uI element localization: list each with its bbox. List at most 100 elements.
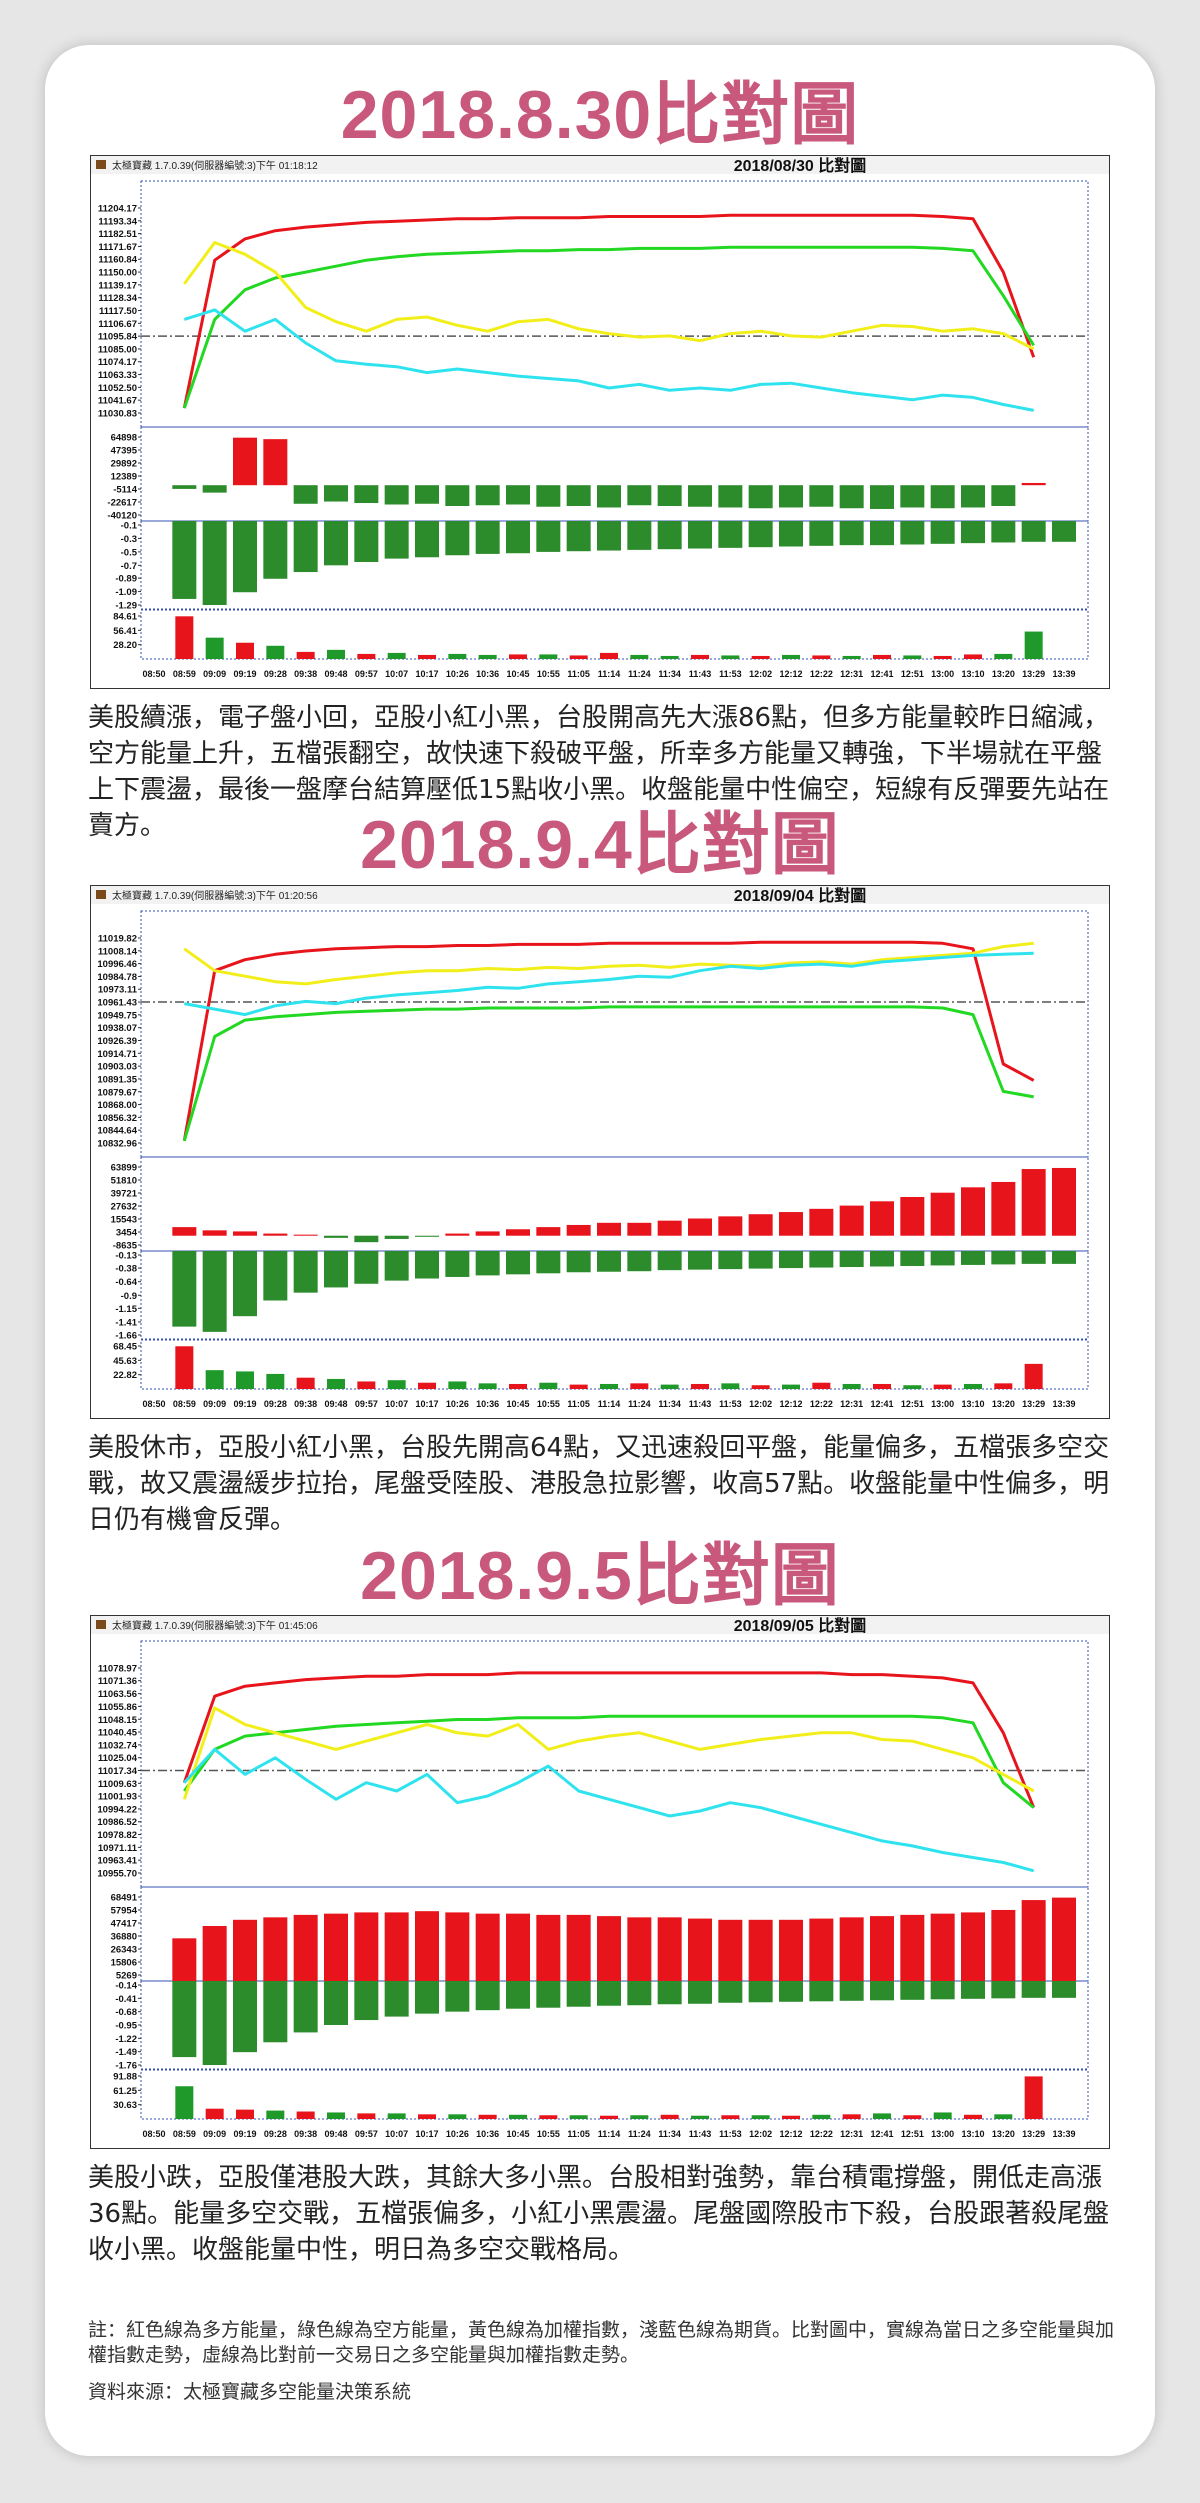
y-tick-label: 11171.67	[98, 242, 137, 253]
volume-bar	[324, 485, 348, 502]
x-tick-label: 13:10	[961, 1399, 984, 1409]
volume-bar	[566, 1914, 591, 1981]
bottom-bar	[448, 2114, 467, 2119]
panel	[140, 1886, 1089, 1982]
y-tick-label: -0.3	[121, 534, 137, 545]
paragraph: 美股續漲，電子盤小回，亞股小紅小黑，台股開高先大漲86點，但多方能量較昨日縮減，…	[88, 703, 1110, 841]
x-tick-label: 11:43	[689, 1399, 712, 1409]
bottom-bar	[782, 2115, 800, 2119]
y-tick-label: 10986.52	[97, 1817, 137, 1828]
y-tick-label: 45.63	[113, 1356, 137, 1367]
volume-bar	[597, 1222, 621, 1236]
volume-bar	[718, 1919, 743, 1981]
bottom-bar	[296, 2111, 315, 2119]
ratio-bar	[597, 521, 621, 551]
volume-bar	[445, 485, 470, 506]
ratio-bar	[1021, 1981, 1046, 1998]
bottom-bar	[751, 655, 770, 659]
section-title: 2018.8.30比對圖	[340, 77, 860, 153]
ratio-bar	[991, 1251, 1016, 1265]
ratio-bar	[961, 1981, 985, 1999]
y-tick-label: -0.64	[115, 1277, 137, 1288]
bottom-bar	[873, 654, 891, 659]
series-line	[182, 1706, 1035, 1800]
volume-bar	[900, 1914, 925, 1981]
app-icon	[96, 160, 106, 169]
volume-bar	[870, 1916, 894, 1981]
volume-bar	[506, 1229, 530, 1236]
volume-bar	[718, 485, 743, 508]
ratio-bar	[1021, 1251, 1046, 1264]
x-tick-label: 09:48	[324, 1399, 347, 1409]
bottom-bar	[236, 1371, 254, 1389]
x-tick-label: 12:02	[749, 2129, 772, 2139]
paragraph: 美股小跌，亞股僅港股大跌，其餘大多小黑。台股相對強勢，靠台積電撐盤，開低走高漲3…	[88, 2163, 1110, 2265]
ratio-bar	[475, 1251, 500, 1276]
ratio-bar	[779, 521, 803, 547]
ratio-bar	[566, 521, 591, 552]
y-tick-label: 11128.34	[98, 293, 137, 304]
x-tick-label: 10:17	[415, 1399, 438, 1409]
bottom-bar	[266, 2110, 285, 2119]
bottom-bar	[994, 653, 1013, 659]
y-tick-label: 11063.56	[98, 1689, 137, 1700]
volume-bar	[1052, 1167, 1076, 1236]
bottom-bar	[296, 1377, 315, 1389]
ratio-bar	[324, 1251, 348, 1288]
y-tick-label: 10844.64	[97, 1126, 137, 1137]
bottom-bar	[751, 1385, 770, 1389]
bottom-bar	[478, 1383, 497, 1389]
y-tick-label: -0.1	[121, 521, 138, 532]
x-tick-label: 12:51	[901, 2129, 924, 2139]
y-tick-label: 68.45	[113, 1342, 137, 1353]
volume-bar	[293, 1914, 318, 1981]
x-tick-label: 10:07	[385, 1399, 408, 1409]
ratio-bar	[445, 521, 470, 556]
ratio-bar	[172, 1251, 197, 1327]
note: 註：紅色線為多方能量，綠色線為空方能量，黃色線為加權指數，淺藍色線為期貨。比對圖…	[88, 2319, 1115, 2366]
x-tick-label: 11:05	[567, 1399, 590, 1409]
ratio-bar	[748, 1981, 773, 2003]
x-tick-label: 11:34	[658, 2129, 681, 2139]
volume-bar	[354, 1235, 379, 1243]
ratio-bar	[657, 1981, 682, 2005]
x-tick-label: 09:57	[355, 669, 378, 679]
volume-bar	[657, 485, 682, 506]
ratio-bar	[566, 1251, 591, 1273]
bottom-bar	[873, 2113, 891, 2119]
bottom-bar	[691, 2115, 709, 2119]
ratio-bar	[384, 521, 409, 559]
x-tick-label: 13:29	[1022, 669, 1045, 679]
ratio-bar	[1021, 521, 1046, 542]
chart-frame	[90, 1615, 1110, 2149]
y-tick-label: 47395	[111, 446, 138, 457]
y-tick-label: -0.68	[115, 2007, 137, 2018]
volume-bar	[536, 485, 561, 507]
volume-bar	[839, 1917, 864, 1981]
bottom-bar	[539, 1382, 558, 1389]
ratio-bar	[597, 1981, 621, 2006]
ratio-bar	[839, 1251, 864, 1268]
panel	[140, 180, 1089, 428]
y-tick-label: -0.13	[115, 1251, 137, 1262]
ratio-bar	[536, 521, 561, 552]
volume-bar	[1021, 1169, 1046, 1236]
x-tick-label: 09:38	[294, 1399, 317, 1409]
bottom-bar	[357, 1381, 376, 1389]
bottom-bar	[600, 1383, 618, 1389]
bottom-bar	[1024, 1363, 1043, 1389]
volume-bar	[779, 1919, 803, 1981]
x-tick-label: 09:57	[355, 1399, 378, 1409]
y-tick-label: 11055.86	[98, 1702, 137, 1713]
y-tick-label: 10879.67	[97, 1087, 137, 1098]
header-right: 2018/09/04 比對圖	[734, 886, 867, 905]
x-tick-label: 11:05	[567, 669, 590, 679]
x-tick-label: 12:22	[810, 1399, 833, 1409]
ratio-bar	[506, 1981, 530, 2009]
ratio-bar	[688, 521, 712, 549]
volume-bar	[506, 1913, 530, 1981]
y-tick-label: 10891.35	[97, 1074, 137, 1085]
y-tick-label: -0.41	[115, 1994, 137, 2005]
bottom-bar	[509, 654, 527, 659]
